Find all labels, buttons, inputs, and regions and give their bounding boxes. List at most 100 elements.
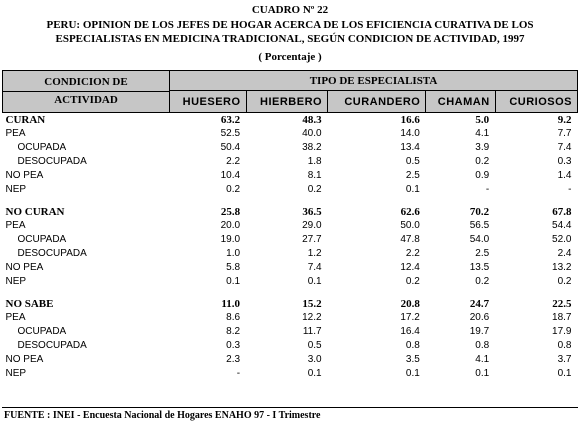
table-cell: - (568, 184, 572, 195)
table-cell: 2.5 (475, 248, 490, 259)
source-note: FUENTE : INEI - Encuesta Nacional de Hog… (4, 410, 321, 421)
table-cell: 1.0 (226, 248, 241, 259)
table-cell: 50.4 (220, 142, 241, 153)
row-label: CURAN (5, 114, 46, 126)
table-row: NEP - 0.1 0.1 0.1 0.1 (3, 367, 578, 381)
row-label: NEP (5, 184, 27, 195)
table-row: PEA 20.0 29.0 50.0 56.5 54.4 (3, 219, 578, 233)
table-cell: 17.9 (552, 326, 572, 337)
table-cell: 0.1 (405, 368, 420, 379)
table-cell: 5.8 (226, 262, 241, 273)
table-cell: 0.3 (557, 156, 572, 167)
table-cell: 20.0 (220, 220, 241, 231)
condition-header-line-1: CONDICION DE (44, 76, 128, 88)
row-label: NO CURAN (5, 206, 65, 218)
table-cell: 11.0 (221, 298, 241, 310)
table-cell: 2.5 (405, 170, 420, 181)
table-body: CURAN 63.2 48.3 16.6 5.0 9.2 PEA 52.5 40.0 14.0 4.… (3, 113, 578, 382)
bottom-rule (2, 407, 578, 408)
table-cell: 24.7 (469, 298, 490, 310)
table-row: DESOCUPADA 1.0 1.2 2.2 2.5 2.4 (3, 247, 578, 261)
table-cell: 0.1 (307, 276, 322, 287)
table-cell: 0.3 (226, 340, 241, 351)
table-cell: 8.1 (307, 170, 322, 181)
table-cell: 0.5 (307, 340, 322, 351)
table-cell: 48.3 (302, 114, 322, 126)
col-header-curandero: CURANDERO (327, 90, 427, 113)
table-cell: 13.5 (469, 262, 490, 273)
table-cell: 7.7 (557, 128, 572, 139)
table-cell: 1.2 (307, 248, 322, 259)
table-cell: 27.7 (302, 234, 322, 245)
row-label: OCUPADA (17, 142, 67, 153)
table-cell: 22.5 (552, 298, 572, 310)
table-cell: 56.5 (469, 220, 490, 231)
col-header-huesero: HUESERO (169, 90, 247, 113)
row-spacer (3, 197, 578, 205)
table-cell: 63.2 (220, 114, 241, 126)
table-cell: 4.1 (475, 354, 490, 365)
table-cell: 18.7 (552, 312, 572, 323)
table-cell: 0.2 (475, 276, 490, 287)
data-table: CONDICION DE ACTIVIDAD TIPO DE ESPECIALI… (2, 70, 579, 382)
table-row: DESOCUPADA 0.3 0.5 0.8 0.8 0.8 (3, 339, 578, 353)
table-cell: 0.8 (557, 340, 572, 351)
table-cell: 38.2 (302, 142, 322, 153)
table-cell: 0.1 (226, 276, 241, 287)
row-label: NO SABE (5, 298, 54, 310)
row-label: PEA (5, 312, 26, 323)
table-cell: 0.9 (475, 170, 490, 181)
table-row: PEA 8.6 12.2 17.2 20.6 18.7 (3, 311, 578, 325)
row-spacer-cell (3, 289, 578, 297)
table-row: NO CURAN 25.8 36.5 62.6 70.2 67.8 (3, 205, 578, 219)
table-row: OCUPADA 19.0 27.7 47.8 54.0 52.0 (3, 233, 578, 247)
table-cell: 2.3 (226, 354, 241, 365)
table-cell: 0.1 (307, 368, 322, 379)
table-cell: 54.0 (469, 234, 490, 245)
table-cell: 8.2 (226, 326, 241, 337)
table-row: PEA 52.5 40.0 14.0 4.1 7.7 (3, 127, 578, 141)
table-cell: 50.0 (400, 220, 420, 231)
row-label: NEP (5, 276, 27, 287)
table-cell: 20.6 (469, 312, 490, 323)
table-cell: 0.1 (557, 368, 572, 379)
table-row: NO SABE 11.0 15.2 20.8 24.7 22.5 (3, 297, 578, 311)
row-label: NEP (5, 368, 27, 379)
row-label: OCUPADA (17, 326, 67, 337)
table-cell: 0.2 (307, 184, 322, 195)
table-cell: 2.4 (557, 248, 572, 259)
table-cell: 1.8 (307, 156, 322, 167)
table-header: CONDICION DE ACTIVIDAD TIPO DE ESPECIALI… (2, 70, 579, 113)
table-cell: 16.6 (400, 114, 420, 126)
condition-header-line-2: ACTIVIDAD (3, 91, 169, 109)
row-spacer-cell (3, 197, 578, 205)
table-cell: 3.0 (307, 354, 322, 365)
table-cell: 40.0 (302, 128, 322, 139)
table-cell: 13.4 (400, 142, 420, 153)
table-cell: 2.2 (405, 248, 420, 259)
table-cell: 3.9 (475, 142, 490, 153)
table-cell: 0.8 (405, 340, 420, 351)
table-cell: 19.7 (469, 326, 490, 337)
table-cell: 7.4 (307, 262, 322, 273)
table-cell: 0.1 (405, 184, 420, 195)
table-cell: 16.4 (400, 326, 420, 337)
condition-header: CONDICION DE ACTIVIDAD (2, 70, 170, 113)
col-header-curiosos: CURIOSOS (494, 90, 579, 113)
table-row: OCUPADA 8.2 11.7 16.4 19.7 17.9 (3, 325, 578, 339)
table-cell: 62.6 (400, 206, 420, 218)
table-cell: 20.8 (400, 298, 420, 310)
table-number: CUADRO Nº 22 (251, 4, 329, 16)
table-cell: 4.1 (475, 128, 490, 139)
table-cell: - (236, 368, 241, 379)
table-cell: 70.2 (469, 206, 490, 218)
table-cell: 9.2 (557, 114, 572, 126)
units-subtitle: ( Porcentaje ) (258, 51, 322, 63)
table-cell: 11.7 (302, 326, 322, 337)
table-row: NEP 0.2 0.2 0.1 - - (3, 183, 578, 197)
table-cell: 19.0 (220, 234, 241, 245)
table-cell: 54.4 (552, 220, 572, 231)
specialist-type-header: TIPO DE ESPECIALISTA (169, 70, 578, 91)
table-cell: 0.1 (475, 368, 490, 379)
